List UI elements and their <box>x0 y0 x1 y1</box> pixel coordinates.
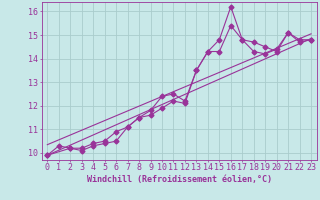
X-axis label: Windchill (Refroidissement éolien,°C): Windchill (Refroidissement éolien,°C) <box>87 175 272 184</box>
